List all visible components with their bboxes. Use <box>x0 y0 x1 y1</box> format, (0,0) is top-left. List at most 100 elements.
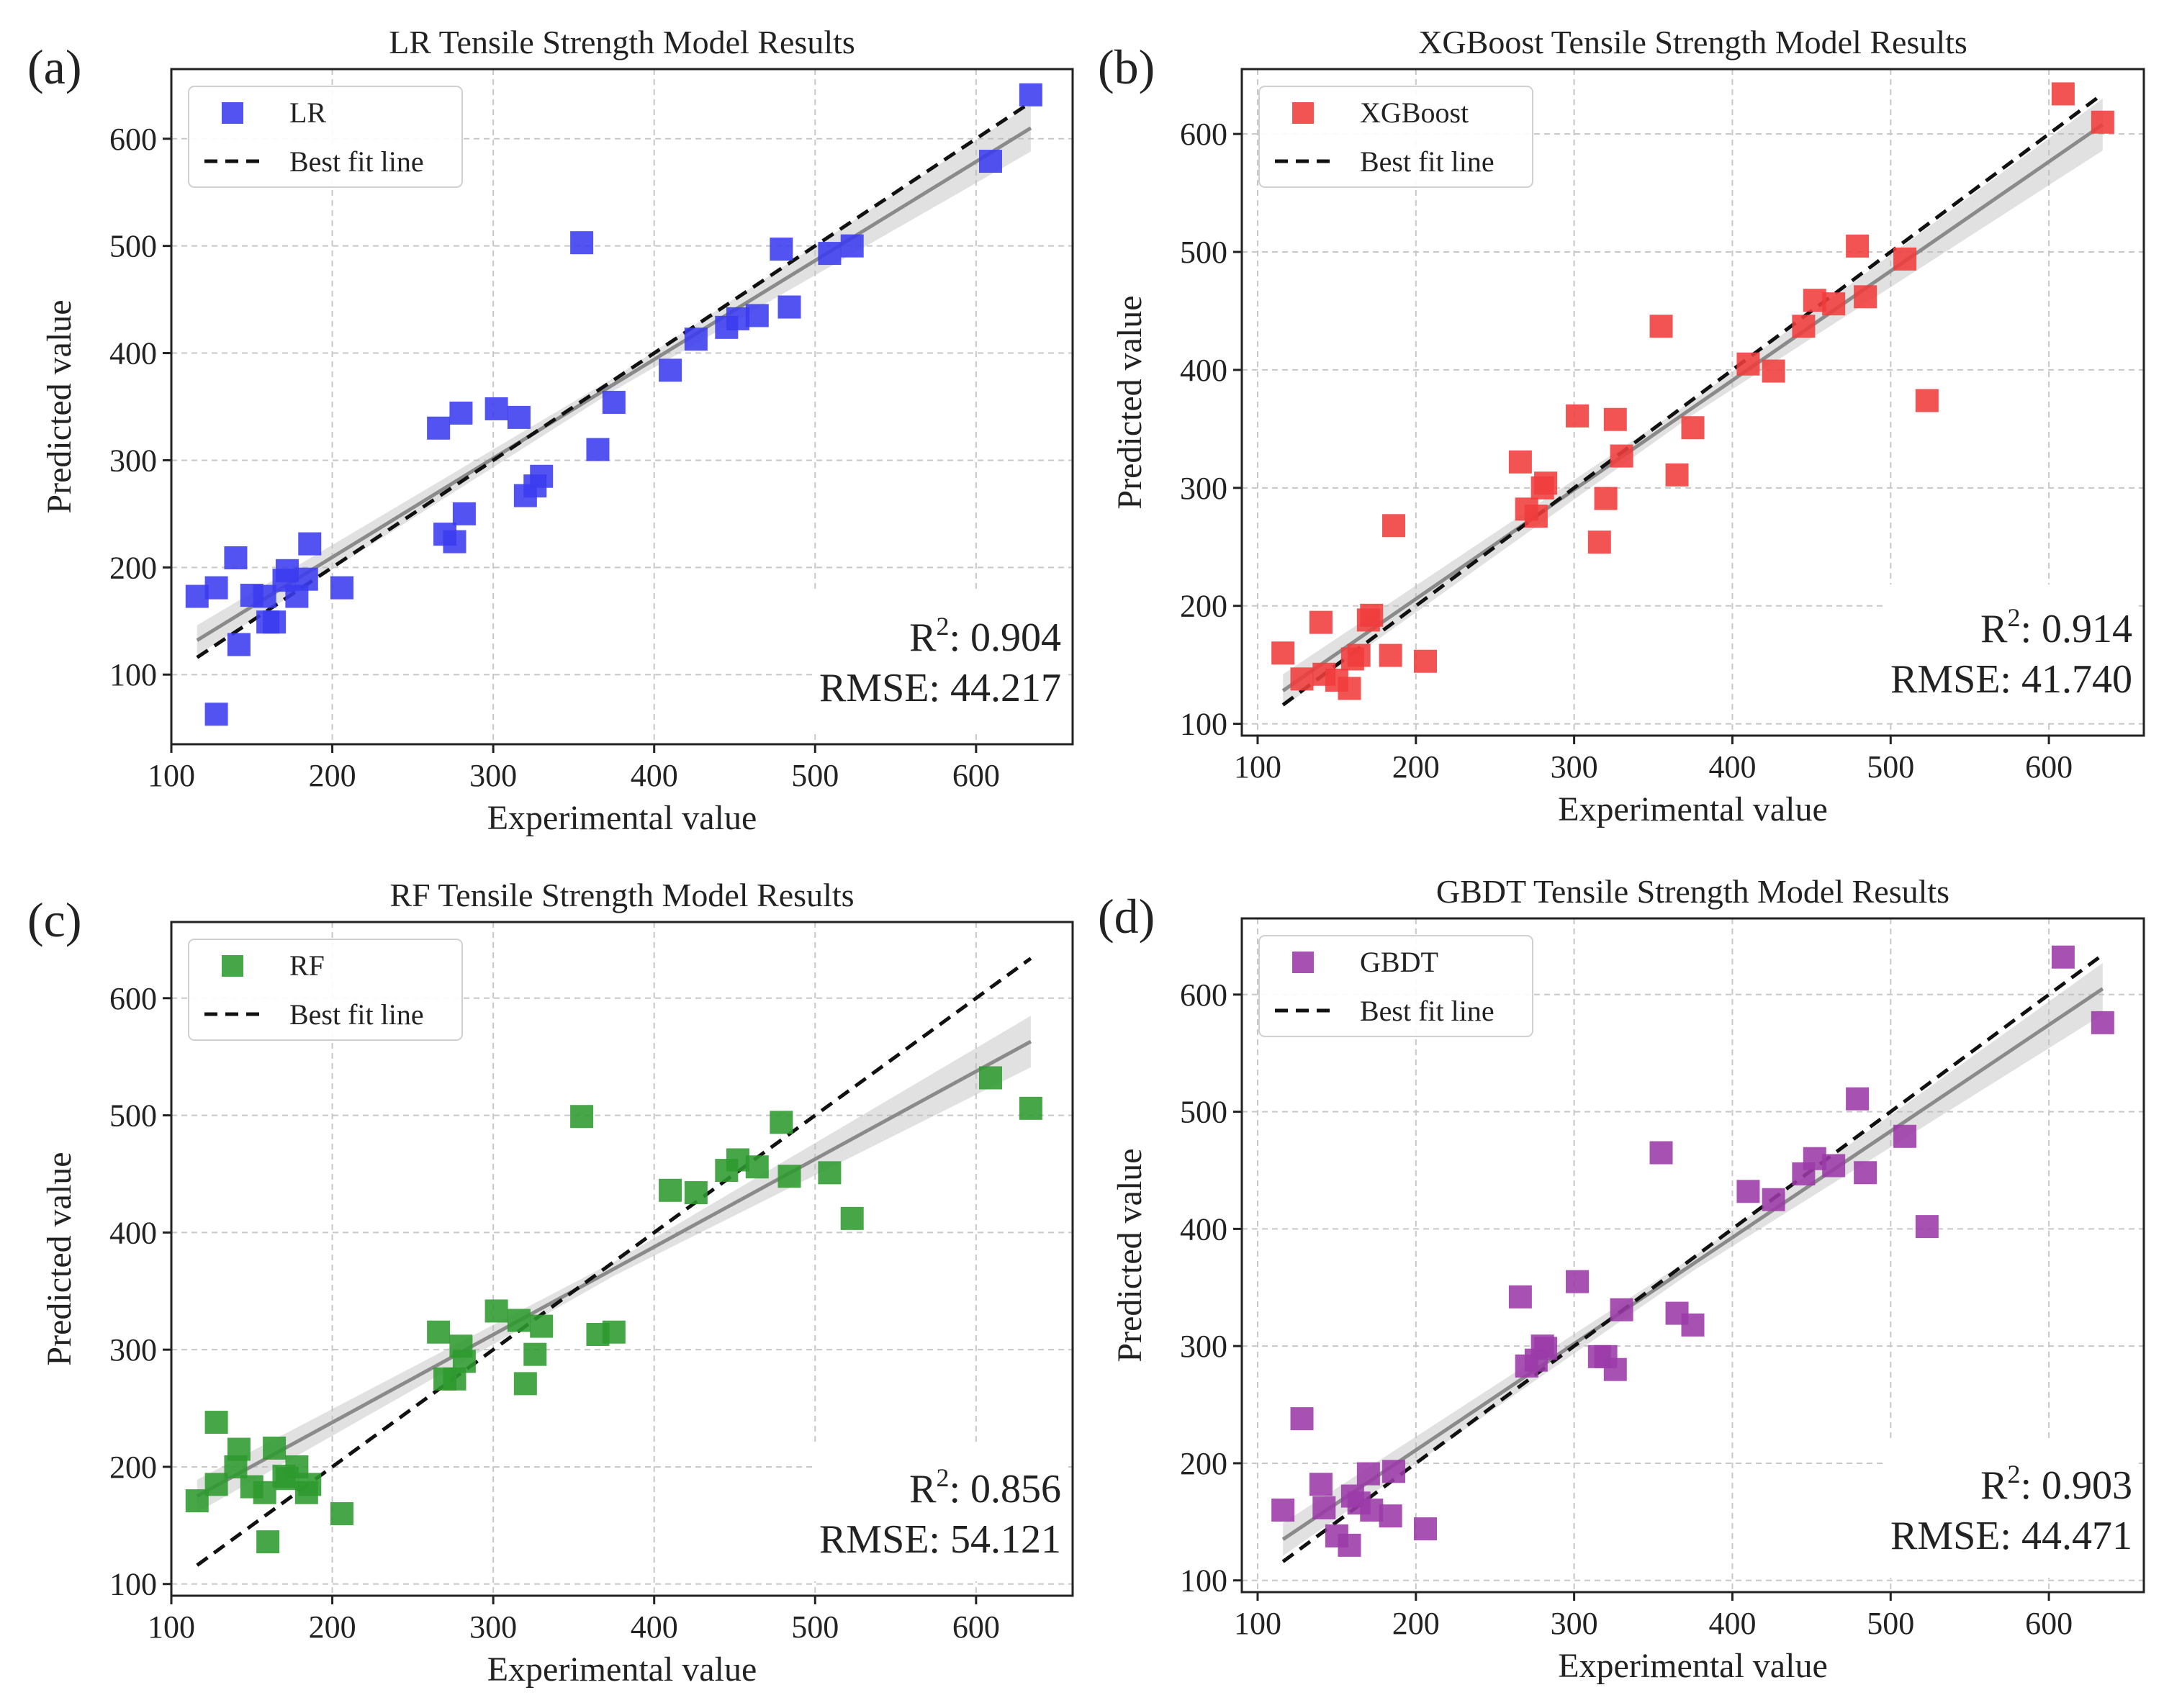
stats-background <box>813 1445 1064 1581</box>
data-point <box>770 1111 793 1134</box>
data-point <box>298 1473 322 1496</box>
data-point <box>1610 1298 1633 1321</box>
x-tick-label: 400 <box>1708 1606 1756 1641</box>
data-point <box>1379 643 1402 667</box>
y-tick-label: 400 <box>109 336 157 371</box>
data-point <box>452 502 476 525</box>
chart-panel: 100 200 300 400 500 600 100 200 300 400 500 600 GBDT… <box>1098 873 2145 1685</box>
x-tick-label: 300 <box>1551 749 1598 785</box>
data-point <box>1736 352 1760 376</box>
data-point <box>2051 945 2075 969</box>
data-point <box>777 295 801 319</box>
stats-background <box>1885 1441 2135 1578</box>
data-point <box>840 234 864 258</box>
x-axis-label: Experimental value <box>1558 790 1828 828</box>
y-tick-label: 500 <box>109 229 157 264</box>
x-tick-label: 600 <box>2025 749 2073 785</box>
data-point <box>1566 1270 1590 1293</box>
data-point <box>1587 530 1611 554</box>
panel-label: (a) <box>27 40 81 94</box>
legend-line-label: Best fit line <box>289 145 424 178</box>
data-point <box>726 307 749 330</box>
stats-background <box>813 593 1064 730</box>
data-point <box>1603 407 1627 431</box>
data-point <box>1610 444 1633 468</box>
data-point <box>513 1372 537 1396</box>
y-tick-label: 600 <box>109 122 157 157</box>
legend-marker <box>222 102 243 124</box>
y-tick-label: 400 <box>1180 1211 1227 1247</box>
y-tick-label: 600 <box>1180 117 1227 152</box>
data-point <box>1019 83 1042 107</box>
y-axis-label: Predicted value <box>1111 295 1149 509</box>
data-point <box>298 532 322 556</box>
data-point <box>1681 416 1705 440</box>
stats-annotation: R2: 0.904 RMSE: 44.217 <box>813 593 1064 730</box>
y-tick-label: 500 <box>1180 1095 1227 1130</box>
stats-annotation: R2: 0.903 RMSE: 44.471 <box>1885 1441 2135 1578</box>
chart-title: RF Tensile Strength Model Results <box>389 877 854 913</box>
x-tick-label: 600 <box>952 1609 1000 1645</box>
data-point <box>1893 1124 1917 1148</box>
legend-marker <box>1292 952 1314 973</box>
data-point <box>1347 643 1371 667</box>
r2-label: R <box>1980 607 2008 651</box>
plot-frame <box>1240 917 2145 1594</box>
data-point <box>1854 1161 1877 1185</box>
data-point <box>770 238 793 261</box>
y-tick-label: 100 <box>1180 707 1227 742</box>
data-point <box>227 633 251 656</box>
data-point <box>602 391 626 415</box>
data-point <box>523 1342 547 1366</box>
data-point <box>1681 1313 1705 1337</box>
y-tick-label: 200 <box>1180 1446 1227 1481</box>
data-point <box>1854 285 1877 309</box>
r2-label: R <box>909 1467 937 1512</box>
data-point <box>1594 487 1618 510</box>
legend-series-label: XGBoost <box>1360 96 1469 129</box>
data-point <box>530 1314 554 1338</box>
data-point <box>1736 1180 1760 1203</box>
y-tick-label: 200 <box>109 1450 157 1485</box>
r2-number: : 0.914 <box>2020 607 2132 651</box>
data-point <box>330 576 353 600</box>
data-point <box>659 358 682 382</box>
x-tick-label: 500 <box>791 758 839 793</box>
data-point <box>1382 1460 1406 1483</box>
x-tick-label: 300 <box>469 758 517 793</box>
x-tick-label: 500 <box>1867 749 1914 785</box>
data-point <box>294 567 318 591</box>
y-axis-label: Predicted value <box>40 299 78 513</box>
legend-marker <box>222 955 243 977</box>
x-tick-label: 100 <box>148 1609 195 1645</box>
data-point <box>1508 1285 1532 1309</box>
r2-number: : 0.856 <box>949 1467 1061 1512</box>
r2-label: R <box>909 615 937 660</box>
data-point <box>978 150 1002 173</box>
plot-frame <box>170 921 1074 1597</box>
y-tick-label: 500 <box>109 1098 157 1134</box>
stats-annotation: R2: 0.856 RMSE: 54.121 <box>813 1445 1064 1581</box>
data-point <box>1382 514 1406 538</box>
legend-line-label: Best fit line <box>1360 995 1494 1027</box>
data-point <box>227 1437 251 1461</box>
data-point <box>1271 1499 1295 1522</box>
data-point <box>204 576 228 600</box>
data-point <box>570 1105 594 1129</box>
x-tick-label: 200 <box>309 758 356 793</box>
data-point <box>1649 315 1673 338</box>
x-tick-label: 100 <box>1234 1606 1281 1641</box>
data-point <box>818 1161 842 1185</box>
x-tick-label: 400 <box>1708 749 1756 785</box>
data-point <box>1338 1533 1361 1557</box>
x-tick-label: 200 <box>1392 1606 1440 1641</box>
data-point <box>330 1502 353 1526</box>
data-point <box>1915 1215 1939 1239</box>
data-point <box>204 1473 228 1496</box>
r2-value: R2: 0.903 <box>1980 1460 2132 1508</box>
rmse-value: RMSE: 54.121 <box>819 1517 1061 1562</box>
data-point <box>570 231 594 255</box>
data-point <box>684 327 708 351</box>
data-point <box>2051 82 2075 106</box>
x-tick-label: 500 <box>791 1609 839 1645</box>
